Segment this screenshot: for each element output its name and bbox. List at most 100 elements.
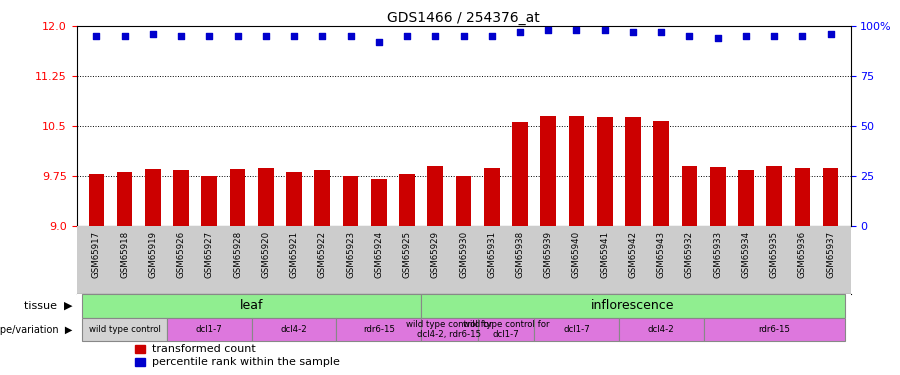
Bar [135,358,146,366]
Point [174,33,188,39]
Point [682,33,697,39]
Text: genotype/variation  ▶: genotype/variation ▶ [0,324,73,334]
Text: GSM65940: GSM65940 [572,231,581,278]
Bar [371,179,386,225]
Text: GSM65930: GSM65930 [459,231,468,278]
Bar [823,168,839,225]
Bar [421,318,478,341]
Text: rdr6-15: rdr6-15 [758,325,790,334]
Bar [202,176,217,225]
Bar [82,318,166,341]
Text: GSM65925: GSM65925 [402,231,411,278]
Point [626,29,640,35]
Point [824,31,838,37]
Bar [135,345,146,353]
Text: GSM65921: GSM65921 [290,231,299,278]
Point [146,31,160,37]
Bar [484,168,500,225]
Text: GSM65934: GSM65934 [742,231,751,278]
Bar [173,170,189,225]
Point [541,27,555,33]
Bar [653,121,669,225]
Bar [343,176,358,225]
Text: GSM65933: GSM65933 [713,231,722,278]
Point [598,27,612,33]
Text: dcl1-7: dcl1-7 [196,325,222,334]
Text: GSM65935: GSM65935 [770,231,778,278]
Point [89,33,104,39]
Bar [258,168,274,225]
Text: GSM65936: GSM65936 [798,231,807,278]
Text: GSM65918: GSM65918 [120,231,129,278]
Bar [230,169,246,225]
Text: GSM65937: GSM65937 [826,231,835,278]
Text: GSM65919: GSM65919 [148,231,157,278]
Text: GSM65920: GSM65920 [261,231,270,278]
Bar [738,170,754,225]
Text: GSM65931: GSM65931 [487,231,496,278]
Bar [400,174,415,225]
Text: wild type control: wild type control [88,325,160,334]
Point [796,33,810,39]
Bar [478,318,534,341]
Bar [626,117,641,225]
Point [513,29,527,35]
Point [230,33,245,39]
Point [343,33,357,39]
Bar [512,122,527,225]
Text: GSM65926: GSM65926 [176,231,185,278]
Text: wild type control for
dcl4-2, rdr6-15: wild type control for dcl4-2, rdr6-15 [406,320,492,339]
Text: dcl4-2: dcl4-2 [648,325,675,334]
Bar [421,294,845,318]
Text: GSM65917: GSM65917 [92,231,101,278]
Point [739,33,753,39]
Point [710,35,724,41]
Point [456,33,471,39]
Bar [619,318,704,341]
Bar [534,318,619,341]
Point [315,33,329,39]
Bar [337,318,421,341]
Bar [569,116,584,225]
Text: GSM65939: GSM65939 [544,231,553,278]
Bar [117,172,132,225]
Point [400,33,414,39]
Point [258,33,273,39]
Text: GSM65942: GSM65942 [628,231,637,278]
Bar [314,170,330,225]
Bar [88,174,104,225]
Text: tissue  ▶: tissue ▶ [24,301,73,311]
Bar [252,318,337,341]
Point [428,33,443,39]
Bar [541,116,556,225]
Point [654,29,669,35]
Point [117,33,131,39]
Bar [166,318,252,341]
Point [372,39,386,45]
Text: transformed count: transformed count [151,344,256,354]
Text: GSM65932: GSM65932 [685,231,694,278]
Text: GSM65929: GSM65929 [431,231,440,278]
Text: GSM65924: GSM65924 [374,231,383,278]
Bar [455,176,472,225]
Text: GSM65927: GSM65927 [205,231,214,278]
Text: rdr6-15: rdr6-15 [363,325,395,334]
Text: dcl4-2: dcl4-2 [281,325,308,334]
Text: inflorescence: inflorescence [591,299,675,312]
Bar [82,294,421,318]
Text: percentile rank within the sample: percentile rank within the sample [151,357,339,367]
Text: dcl1-7: dcl1-7 [563,325,590,334]
Point [484,33,499,39]
Text: GSM65941: GSM65941 [600,231,609,278]
Point [570,27,584,33]
Bar [145,169,160,225]
Point [287,33,302,39]
Bar [767,166,782,225]
Bar [286,172,302,225]
Text: GSM65938: GSM65938 [516,231,525,278]
Text: leaf: leaf [240,299,264,312]
Bar [710,167,725,225]
Bar [681,166,698,225]
Bar [704,318,845,341]
Text: GSM65928: GSM65928 [233,231,242,278]
